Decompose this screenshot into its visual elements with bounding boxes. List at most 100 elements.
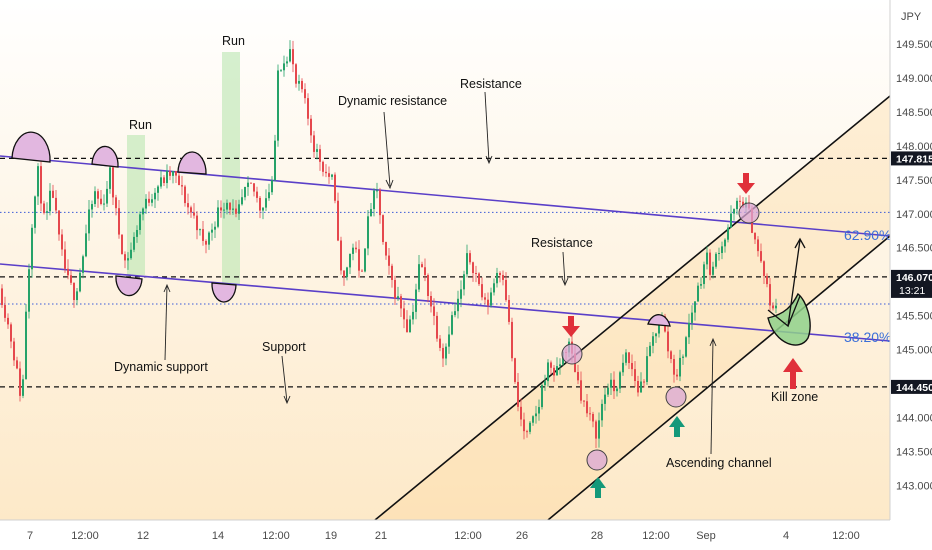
candle-body	[187, 203, 189, 208]
candle-body	[655, 333, 657, 337]
candle-body	[526, 431, 528, 433]
candle-body	[61, 234, 63, 250]
channel-lower-line[interactable]	[547, 235, 891, 521]
candle-body	[349, 253, 351, 268]
candle-body	[475, 273, 477, 275]
red-arrow-1	[562, 316, 580, 337]
candle-body	[40, 166, 42, 204]
candle-body	[487, 299, 489, 306]
candle-body	[289, 49, 291, 62]
fib-label-lower: 38.20%	[844, 329, 891, 345]
candle-body	[235, 208, 237, 214]
candle-body	[232, 208, 234, 210]
candle-body	[34, 196, 36, 228]
candle-body	[682, 356, 684, 358]
candle-body	[283, 63, 285, 71]
time-tick-label: 12:00	[262, 530, 290, 542]
candle-body	[619, 372, 621, 389]
touch-arc-1	[11, 131, 51, 163]
time-tick-label: 14	[212, 530, 224, 542]
time-tick-label: 12	[137, 530, 149, 542]
candle-body	[133, 236, 135, 250]
candle-body	[694, 301, 696, 313]
candle-body	[340, 240, 342, 271]
candle-body	[121, 234, 123, 255]
plot-area[interactable]: Run Run Dynamic resistance Resistance Re…	[0, 0, 891, 521]
candle-body	[772, 305, 774, 309]
candle-body	[508, 299, 510, 322]
candle-body	[79, 272, 81, 292]
candle-body	[67, 268, 69, 276]
candle-body	[124, 254, 126, 261]
candle-body	[4, 304, 6, 318]
candle-body	[145, 198, 147, 209]
time-axis[interactable]: 7 12:00 12 14 12:00 19 21 12:00 26 28 12:00 Sep 4 12:…	[0, 519, 932, 550]
candle-body	[604, 394, 606, 404]
candle-body	[724, 239, 726, 247]
dynamic-resistance-line[interactable]	[0, 155, 891, 237]
candle-body	[127, 258, 129, 261]
candle-body	[448, 334, 450, 347]
fib-label-upper: 62.90%	[844, 227, 891, 243]
candle-body	[244, 186, 246, 198]
price-tick-label: 148.000	[896, 141, 932, 153]
candle-body	[211, 229, 213, 233]
price-axis[interactable]: JPY 143.000143.500144.000144.500145.0001…	[889, 0, 932, 550]
red-arrow-3	[783, 358, 803, 389]
candle-body	[175, 171, 177, 176]
annotation-run-1: Run	[129, 118, 152, 132]
candle-body	[649, 345, 651, 357]
run-highlight-1	[127, 135, 145, 275]
annotation-dynamic-support: Dynamic support	[114, 360, 208, 374]
candle-body	[469, 253, 471, 263]
candle-body	[217, 207, 219, 227]
dynamic-support-line[interactable]	[0, 263, 891, 342]
price-tick-label: 144.000	[896, 412, 932, 424]
touch-circle-1	[561, 343, 583, 365]
candle-body	[163, 177, 165, 184]
candle-body	[250, 182, 252, 184]
candle-body	[205, 240, 207, 245]
candle-body	[166, 171, 168, 184]
candle-body	[16, 360, 18, 369]
candle-body	[613, 379, 615, 392]
candle-body	[160, 177, 162, 187]
price-tick-label: 146.500	[896, 243, 932, 255]
candle-body	[652, 336, 654, 346]
candle-body	[499, 272, 501, 275]
candle-body	[628, 352, 630, 364]
candle-body	[208, 232, 210, 245]
candle-body	[202, 229, 204, 241]
candle-body	[367, 216, 369, 249]
candle-body	[376, 190, 378, 192]
candle-body	[757, 239, 759, 252]
candle-body	[397, 296, 399, 299]
candle-body	[685, 337, 687, 357]
channel-upper-line[interactable]	[374, 95, 891, 521]
candle-body	[511, 321, 513, 359]
candle-body	[334, 174, 336, 201]
price-tick-label: 145.500	[896, 311, 932, 323]
touch-circle-4	[738, 202, 760, 224]
candle-body	[676, 374, 678, 377]
candle-body	[154, 192, 156, 200]
candle-body	[670, 351, 672, 360]
candle-body	[379, 190, 381, 216]
candle-body	[148, 198, 150, 203]
candle-body	[286, 61, 288, 64]
candle-body	[226, 202, 228, 210]
candle-body	[118, 208, 120, 235]
svg-text:144.450: 144.450	[896, 382, 932, 394]
candle-body	[532, 416, 534, 423]
svg-text:146.070: 146.070	[896, 272, 932, 284]
candle-body	[70, 275, 72, 283]
candle-body	[406, 319, 408, 333]
candle-body	[73, 282, 75, 301]
candle-body	[646, 356, 648, 382]
candle-body	[46, 211, 48, 213]
candle-body	[721, 246, 723, 253]
candle-body	[259, 197, 261, 211]
price-tick-label: 143.500	[896, 446, 932, 458]
touch-circle-2	[586, 449, 608, 471]
